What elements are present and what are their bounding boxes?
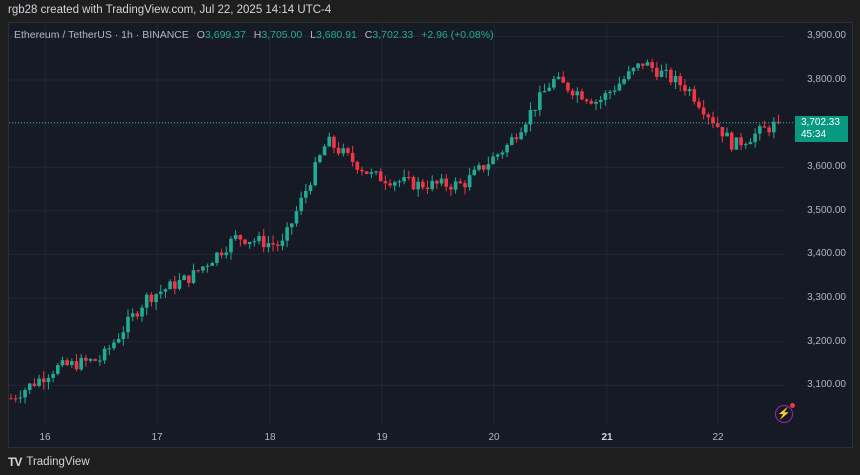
price-tick: 3,400.00 (807, 248, 846, 260)
notification-dot (790, 403, 795, 408)
chart-credit: rgb28 created with TradingView.com, Jul … (8, 4, 332, 16)
price-tick: 3,200.00 (807, 335, 846, 347)
time-tick: 19 (376, 432, 388, 443)
chart-panel[interactable] (8, 22, 853, 448)
tradingview-logo-icon: TV (8, 455, 22, 469)
symbol-label[interactable]: Ethereum / TetherUS · 1h · BINANCE (14, 29, 189, 41)
price-tick: 3,900.00 (807, 30, 846, 42)
time-tick: 18 (264, 432, 276, 443)
change-value: +2.96 (+0.08%) (421, 29, 494, 41)
chart-legend: Ethereum / TetherUS · 1h · BINANCE O3,69… (14, 29, 494, 41)
time-tick: 22 (712, 432, 724, 443)
lightning-icon[interactable]: ⚡ (775, 403, 795, 423)
time-tick: 21 (601, 432, 613, 443)
bar-countdown: 45:34 (801, 129, 827, 140)
time-tick: 16 (39, 432, 51, 443)
price-tick: 3,100.00 (807, 379, 846, 391)
brand-name: TradingView (26, 456, 90, 468)
low-value: 3,680.91 (316, 29, 357, 41)
footer-branding: TV TradingView (8, 455, 90, 469)
price-tick: 3,500.00 (807, 204, 846, 216)
high-value: 3,705.00 (261, 29, 303, 41)
close-value: 3,702.33 (372, 29, 414, 41)
time-tick: 17 (151, 432, 163, 443)
last-price: 3,702.33 (801, 117, 840, 128)
open-value: 3,699.37 (204, 29, 246, 41)
last-price-tag: 3,702.33 45:34 (795, 116, 848, 142)
price-tick: 3,300.00 (807, 292, 846, 303)
time-tick: 20 (488, 432, 500, 443)
price-tick: 3,600.00 (807, 161, 846, 173)
price-tick: 3,800.00 (807, 74, 846, 85)
